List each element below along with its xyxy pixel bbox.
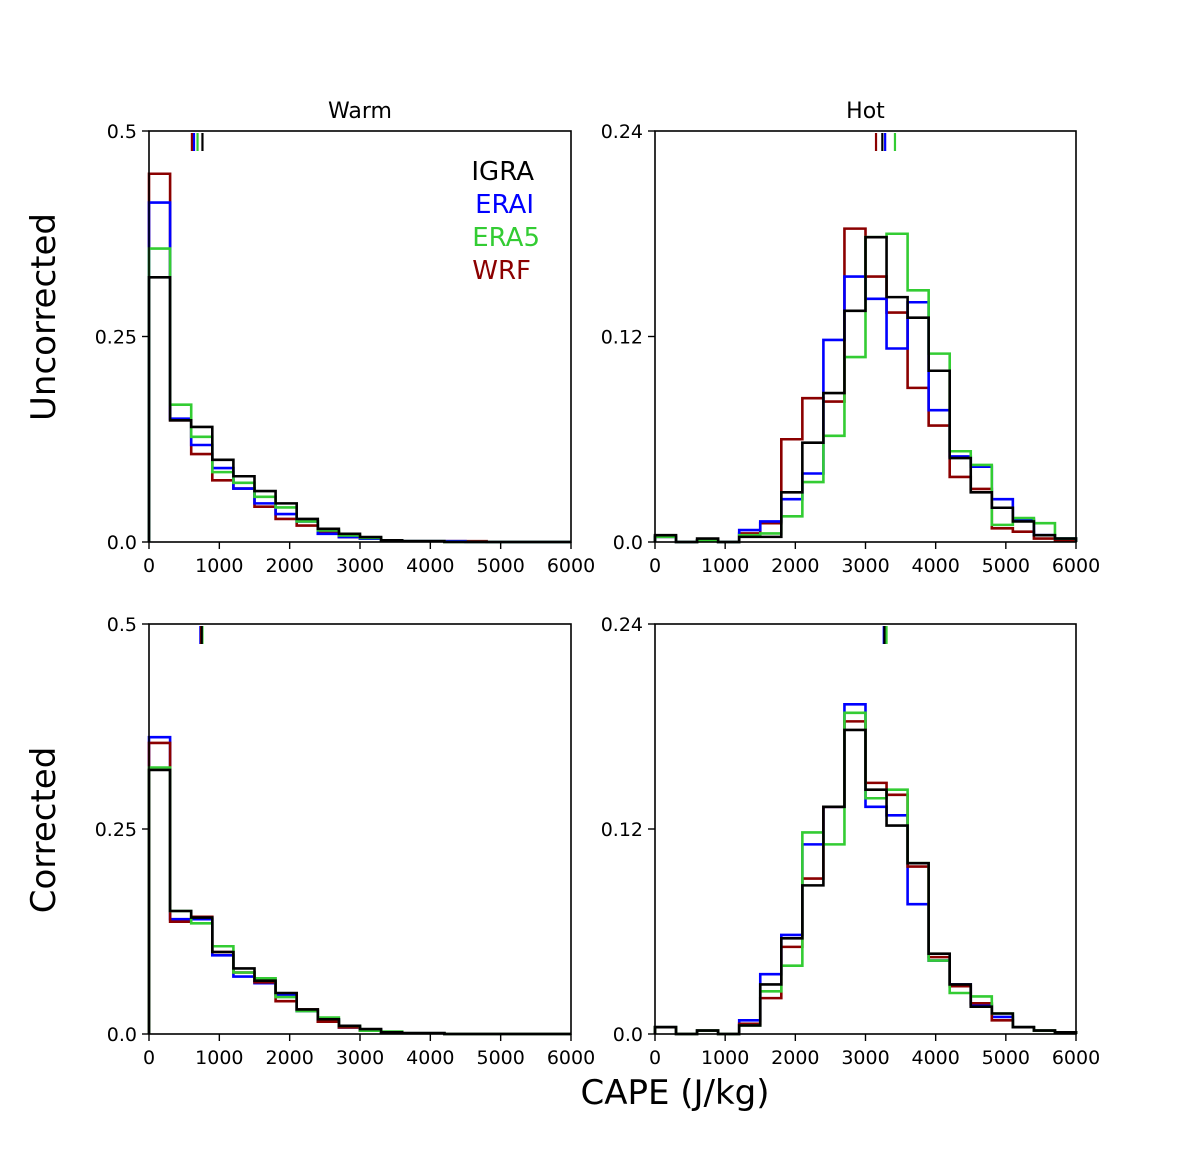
- x-tick-label: 0: [649, 555, 661, 577]
- x-tick-label: 3000: [336, 1047, 384, 1069]
- y-tick-label: 0.5: [107, 614, 137, 636]
- x-tick-label: 4000: [406, 555, 454, 577]
- y-tick-label: 0.12: [601, 819, 643, 841]
- y-tick-label: 0.24: [601, 614, 643, 636]
- x-tick-label: 2000: [771, 555, 819, 577]
- row-label-corrected: Corrected: [24, 747, 64, 914]
- x-tick-label: 0: [143, 1047, 155, 1069]
- y-tick-label: 0.12: [601, 327, 643, 349]
- panel-uncorrected-warm: 0 1000 2000 3000 4000 5000 6000 0.0 0.25 0.5 Warm: [95, 99, 595, 577]
- x-tick-label: 1000: [195, 1047, 243, 1069]
- x-tick-label: 5000: [476, 555, 524, 577]
- x-axis-label: CAPE (J/kg): [580, 1073, 769, 1113]
- y-tick-label: 0.0: [613, 532, 643, 554]
- y-tick-label: 0.5: [107, 121, 137, 143]
- panel-title: Hot: [846, 99, 885, 124]
- x-tick-label: 6000: [1052, 555, 1100, 577]
- legend-entry-igra: IGRA: [471, 157, 534, 187]
- panel-corrected-hot: 0 1000 2000 3000 4000 5000 6000 0.0 0.12 0.24: [601, 614, 1100, 1069]
- x-tick-label: 4000: [911, 1047, 959, 1069]
- x-tick-label: 2000: [265, 1047, 313, 1069]
- y-tick-label: 0.25: [95, 327, 137, 349]
- row-label-uncorrected: Uncorrected: [24, 213, 64, 421]
- x-tick-label: 3000: [336, 555, 384, 577]
- y-tick-label: 0.0: [107, 1024, 137, 1046]
- y-tick-label: 0.0: [107, 532, 137, 554]
- x-tick-label: 6000: [1052, 1047, 1100, 1069]
- y-tick-label: 0.25: [95, 819, 137, 841]
- panel-uncorrected-hot: 0 1000 2000 3000 4000 5000 6000 0.0 0.12 0.24 Hot: [601, 99, 1100, 577]
- x-tick-label: 1000: [701, 1047, 749, 1069]
- x-tick-label: 5000: [476, 1047, 524, 1069]
- panel-corrected-warm: 0 1000 2000 3000 4000 5000 6000 0.0 0.25 0.5: [95, 614, 595, 1069]
- legend-entry-erai: ERAI: [475, 190, 534, 220]
- x-tick-label: 0: [649, 1047, 661, 1069]
- x-tick-label: 1000: [195, 555, 243, 577]
- x-tick-label: 5000: [982, 555, 1030, 577]
- legend-entry-wrf: WRF: [472, 256, 531, 286]
- x-tick-label: 5000: [982, 1047, 1030, 1069]
- x-tick-label: 4000: [911, 555, 959, 577]
- x-tick-label: 6000: [547, 555, 595, 577]
- x-tick-label: 4000: [406, 1047, 454, 1069]
- x-tick-label: 0: [143, 555, 155, 577]
- legend-entry-era5: ERA5: [472, 223, 540, 253]
- panel-title: Warm: [328, 99, 392, 124]
- x-tick-label: 2000: [265, 555, 313, 577]
- x-tick-label: 3000: [841, 1047, 889, 1069]
- series-line-igra: [653, 235, 1078, 544]
- y-tick-label: 0.0: [613, 1024, 643, 1046]
- x-tick-label: 2000: [771, 1047, 819, 1069]
- x-tick-label: 3000: [841, 555, 889, 577]
- x-tick-label: 1000: [701, 555, 749, 577]
- x-tick-label: 6000: [547, 1047, 595, 1069]
- y-tick-label: 0.24: [601, 121, 643, 143]
